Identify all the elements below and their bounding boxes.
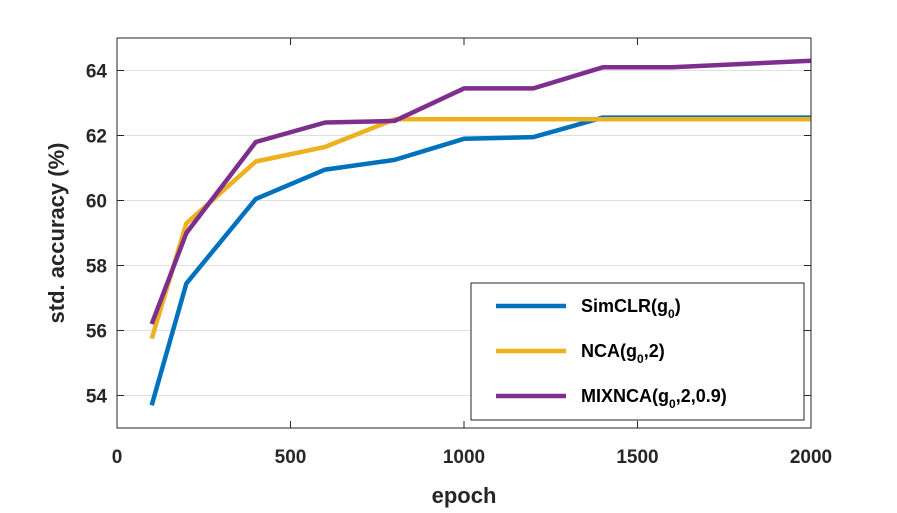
legend-entry-2: NCA(g0,2) <box>581 341 665 366</box>
y-axis-label: std. accuracy (%) <box>44 143 69 324</box>
legend-entry-1: SimCLR(g0) <box>581 296 681 321</box>
x-tick-label: 2000 <box>790 447 832 468</box>
y-tick-label: 64 <box>86 62 108 83</box>
y-tick-label: 54 <box>86 387 108 408</box>
axis-ticks: 54 56 58 60 62 64 0 500 1000 1500 2000 <box>86 38 832 468</box>
y-tick-label: 60 <box>86 192 107 213</box>
x-tick-label: 500 <box>275 447 307 468</box>
legend: SimCLR(g0) NCA(g0,2) MIXNCA(g0,2,0.9) <box>470 282 805 421</box>
x-tick-label: 1500 <box>616 447 658 468</box>
x-axis-label: epoch <box>432 483 497 508</box>
legend-entry-3: MIXNCA(g0,2,0.9) <box>581 386 727 411</box>
x-tick-label: 0 <box>112 447 123 468</box>
series-line-3 <box>149 58 812 325</box>
series-line-2 <box>149 117 811 340</box>
series-lines <box>149 58 812 406</box>
y-tick-label: 62 <box>86 127 107 148</box>
grid-lines <box>117 70 811 396</box>
x-tick-label: 1000 <box>443 447 485 468</box>
y-tick-label: 56 <box>86 322 107 343</box>
y-tick-label: 58 <box>86 257 107 278</box>
